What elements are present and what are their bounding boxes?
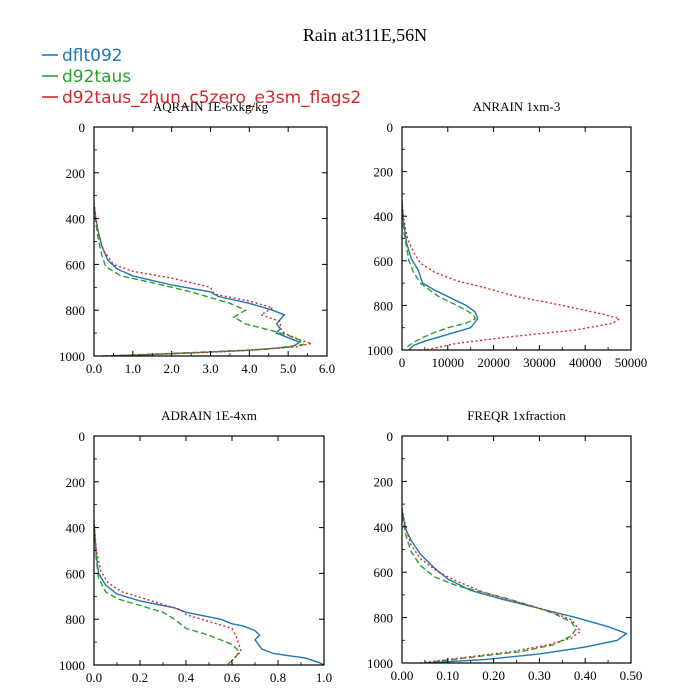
panel-4: FREQR 1xfraction 0.00 0.10 0.20 0.30 0.40 0.50… xyxy=(367,408,642,683)
legend-label-d92taus: d92taus xyxy=(62,67,131,87)
x-tick-label: 30000 xyxy=(523,355,556,370)
x-tick-label: 2.0 xyxy=(164,361,180,376)
y-tick-label: 1000 xyxy=(59,349,85,364)
panel-3: ADRAIN 1E-4xm 0.0 0.2 0.4 0.6 0.8 1.0 0 200 400 60… xyxy=(59,408,332,685)
y-tick-label: 0 xyxy=(387,429,394,444)
x-tick-label: 10000 xyxy=(432,355,465,370)
y-tick-label: 600 xyxy=(66,257,86,272)
y-tick-label: 200 xyxy=(374,474,394,489)
y-tick-label: 600 xyxy=(66,566,86,581)
y-tick-label: 0 xyxy=(79,120,86,135)
series-line-d92taus xyxy=(402,205,477,350)
x-tick-label: 50000 xyxy=(615,355,648,370)
x-tick-label: 0.50 xyxy=(620,668,643,683)
series-line-d92taus xyxy=(94,527,240,665)
series-line-d92taus-zhun-c5zero-e3sm-flags2 xyxy=(402,200,622,350)
series-line-dflt092 xyxy=(94,204,302,356)
series-line-dflt092 xyxy=(402,510,628,663)
series-group xyxy=(402,508,628,663)
series-group xyxy=(94,520,324,665)
series-line-dflt092 xyxy=(402,202,479,350)
plot-frame xyxy=(401,126,632,351)
y-tick-label: 400 xyxy=(374,520,394,535)
panel-2: ANRAIN 1xm-3 0 10000 20000 30000 40000 50000 0 2… xyxy=(367,99,647,370)
y-tick-label: 800 xyxy=(374,611,394,626)
y-tick-label: 800 xyxy=(66,303,86,318)
x-tick-label: 0.4 xyxy=(178,670,195,685)
x-tick-label: 0.8 xyxy=(270,670,286,685)
y-tick-label: 400 xyxy=(66,212,86,227)
y-tick-label: 200 xyxy=(66,166,86,181)
x-tick-label: 0.40 xyxy=(574,668,597,683)
series-line-d92taus-zhun-c5zero-e3sm-flags2 xyxy=(94,520,243,665)
series-line-dflt092 xyxy=(94,522,324,665)
y-tick-label: 600 xyxy=(374,565,394,580)
panel-title: AQRAIN 1E-6xkg/kg xyxy=(153,99,269,114)
x-tick-label: 0.10 xyxy=(436,668,459,683)
panel-title: FREQR 1xfraction xyxy=(467,408,566,423)
panel-1: AQRAIN 1E-6xkg/kg 0.0 1.0 2.0 3.0 4.0 5.0 6.0 0 2… xyxy=(59,99,335,376)
panels: AQRAIN 1E-6xkg/kg 0.0 1.0 2.0 3.0 4.0 5.0 6.0 0 2… xyxy=(59,99,647,685)
panel-title: ADRAIN 1E-4xm xyxy=(161,408,257,423)
series-line-d92taus-zhun-c5zero-e3sm-flags2 xyxy=(402,508,582,663)
x-tick-label: 0.2 xyxy=(132,670,148,685)
x-tick-label: 0.00 xyxy=(391,668,414,683)
x-tick-label: 0.6 xyxy=(224,670,241,685)
y-tick-label: 1000 xyxy=(367,343,393,358)
series-group xyxy=(94,202,312,356)
x-tick-label: 40000 xyxy=(569,355,602,370)
y-tick-label: 600 xyxy=(374,254,394,269)
x-tick-label: 0 xyxy=(399,355,406,370)
x-tick-label: 0.0 xyxy=(86,361,102,376)
plot-frame xyxy=(401,435,632,664)
plot-frame xyxy=(93,435,325,666)
x-tick-label: 5.0 xyxy=(280,361,296,376)
y-tick-label: 0 xyxy=(79,429,86,444)
legend: dflt092 d92taus d92taus_zhun_c5zero_e3sm… xyxy=(42,46,361,108)
y-tick-label: 0 xyxy=(387,120,394,135)
x-tick-label: 4.0 xyxy=(241,361,257,376)
x-tick-label: 20000 xyxy=(477,355,510,370)
y-tick-label: 800 xyxy=(66,612,86,627)
y-tick-label: 400 xyxy=(374,209,394,224)
y-tick-label: 200 xyxy=(66,475,86,490)
series-line-d92taus xyxy=(402,515,577,663)
y-tick-label: 1000 xyxy=(367,656,393,671)
plot-frame xyxy=(93,126,328,357)
x-tick-label: 0.0 xyxy=(86,670,102,685)
x-tick-label: 6.0 xyxy=(319,361,335,376)
legend-label-d92taus-zhun: d92taus_zhun_c5zero_e3sm_flags2 xyxy=(62,88,361,108)
y-tick-label: 200 xyxy=(374,165,394,180)
x-tick-label: 0.20 xyxy=(482,668,505,683)
x-tick-label: 0.30 xyxy=(528,668,551,683)
series-line-d92taus-zhun-c5zero-e3sm-flags2 xyxy=(94,202,312,356)
y-tick-label: 1000 xyxy=(59,658,85,673)
x-tick-label: 1.0 xyxy=(125,361,141,376)
series-group xyxy=(402,200,622,350)
legend-label-dflt092: dflt092 xyxy=(62,46,123,66)
panel-title: ANRAIN 1xm-3 xyxy=(473,99,561,114)
x-tick-label: 3.0 xyxy=(202,361,218,376)
figure-title: Rain at311E,56N xyxy=(303,25,427,45)
y-tick-label: 800 xyxy=(374,298,394,313)
x-tick-label: 1.0 xyxy=(316,670,332,685)
series-line-d92taus xyxy=(94,207,306,356)
y-tick-label: 400 xyxy=(66,521,86,536)
